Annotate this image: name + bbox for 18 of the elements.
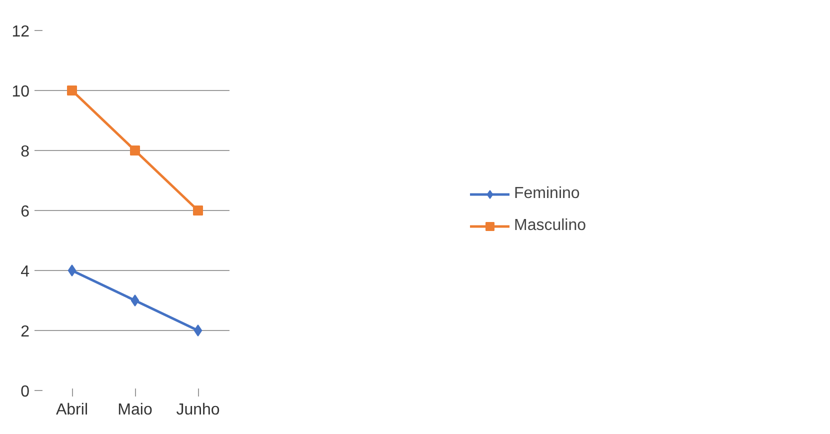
x-tick-label: Maio bbox=[118, 402, 152, 418]
point bbox=[130, 146, 140, 156]
point bbox=[68, 264, 76, 276]
point bbox=[193, 206, 203, 216]
y-tick-label: 12 bbox=[12, 24, 30, 40]
point bbox=[194, 324, 202, 336]
y-tick-label: 4 bbox=[20, 264, 30, 280]
legend-label: Masculino bbox=[514, 217, 586, 235]
y-tick-label: 6 bbox=[20, 204, 30, 220]
y-tick-label: 2 bbox=[20, 324, 30, 340]
x-tick-label: Junho bbox=[176, 402, 220, 418]
y-tick-label: 8 bbox=[20, 144, 30, 160]
point bbox=[130, 294, 140, 306]
legend-label: Feminino bbox=[514, 185, 580, 203]
y-tick-label: 10 bbox=[12, 84, 30, 100]
x-tick-label: Abril bbox=[56, 402, 88, 418]
y-tick-label: 0 bbox=[20, 384, 30, 400]
point bbox=[67, 86, 77, 96]
